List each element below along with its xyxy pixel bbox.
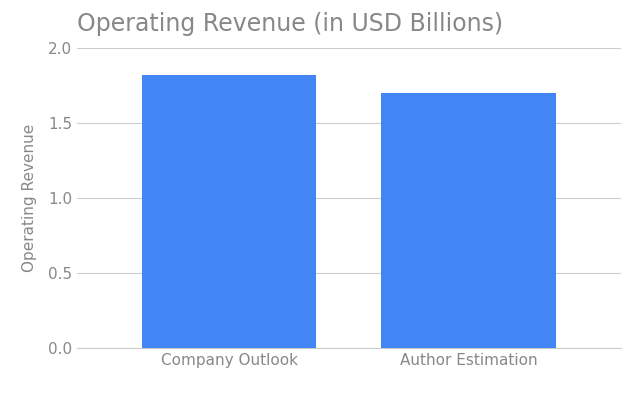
Bar bbox=[142, 74, 316, 348]
Y-axis label: Operating Revenue: Operating Revenue bbox=[22, 124, 36, 272]
Text: Operating Revenue (in USD Billions): Operating Revenue (in USD Billions) bbox=[77, 12, 503, 36]
Bar bbox=[381, 93, 556, 348]
